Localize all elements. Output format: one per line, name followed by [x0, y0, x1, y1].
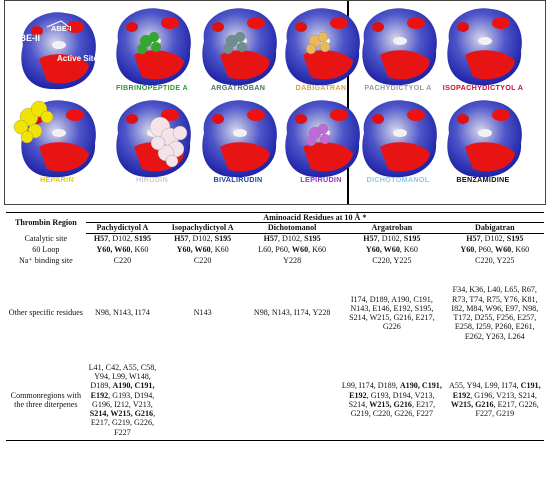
- residue-cell: H57, D102, S195: [174, 234, 232, 244]
- table-body: Catalytic site H57, D102, S195 H57, D102, …: [6, 233, 544, 441]
- col-header: Pachydictyol A: [85, 222, 160, 234]
- region-label: 60 Loop: [32, 244, 60, 254]
- table-row: Other specific residues N98, N143, I174 N1…: [6, 266, 544, 360]
- header-thrombin-region: Thrombin Region: [6, 212, 86, 234]
- site-callout: Active Site: [57, 54, 98, 63]
- ligand-spheres: [305, 123, 331, 147]
- protein-surface: [285, 8, 360, 86]
- residue-cell: L99, I174, D189, A190, C191, E192, G193,…: [338, 360, 446, 441]
- protein-surface: [362, 100, 437, 178]
- protein-surface: [116, 100, 191, 178]
- ligand-spheres: [222, 31, 248, 55]
- residue-cell: Y60, W60, K60: [176, 244, 229, 254]
- protein-surface: [447, 8, 522, 86]
- residue-cell: C220: [193, 255, 212, 265]
- col-header: Isopachydictyol A: [159, 222, 247, 234]
- panel-label: PACHYDICTYOL A: [364, 83, 431, 92]
- residue-table: Thrombin Region Aminoacid Residues at 10…: [6, 211, 544, 441]
- residue-cell: H57, D102, S195: [466, 234, 524, 244]
- panel-label: FIBRINOPEPTIDE A: [116, 83, 188, 92]
- residue-cell: C220: [113, 255, 132, 265]
- site-callout: ABE-I: [51, 24, 71, 33]
- residue-cell: A55, Y94, L99, I174, C191, E192, G196, V…: [445, 360, 544, 441]
- residue-cell: N143: [193, 308, 212, 318]
- panel-label: LEPIRUDIN: [300, 175, 341, 184]
- residue-cell: N98, N143, I174: [95, 308, 150, 318]
- panel-label: DICHOTOMANOL: [367, 175, 430, 184]
- aminoacid-residue-table: Thrombin Region Aminoacid Residues at 10…: [6, 211, 544, 441]
- site-callout: ABE-II: [13, 33, 40, 43]
- residue-cell: H57, D102, S195: [263, 234, 321, 244]
- residue-cell: F34, K36, L40, L65, R67, R73, T74, R75, …: [451, 285, 539, 341]
- panel-label: BENZAMIDINE: [456, 175, 509, 184]
- residue-cell: L60, P60, W60, K60: [258, 244, 327, 254]
- residue-cell: Y228: [283, 255, 302, 265]
- residue-cell: [246, 360, 339, 441]
- panel-label: BIVALIRUDIN: [213, 175, 262, 184]
- protein-surface: [21, 12, 96, 90]
- ligand-spheres: [13, 100, 54, 144]
- protein-surface: [362, 8, 437, 86]
- col-header: Dabigatran: [445, 222, 544, 234]
- protein-surface: [202, 8, 277, 86]
- ligand-spheres: [136, 31, 162, 55]
- protein-surface: [285, 100, 360, 178]
- ligand-spheres: [305, 31, 331, 55]
- table-row: Commonregions with the three diterpenes L…: [6, 360, 544, 441]
- region-label: Na⁺ binding site: [19, 255, 73, 265]
- residue-cell: Y60, W60, K60: [96, 244, 149, 254]
- protein-surface: [202, 100, 277, 178]
- header-aminoacid-residues: Aminoacid Residues at 10 Å *: [85, 211, 544, 224]
- panel-label: HEPARIN: [40, 175, 74, 184]
- residue-cell: I174, D189, A190, C191, N143, E146, E192…: [349, 294, 435, 332]
- region-label: Catalytic site: [24, 233, 68, 243]
- residue-cell: Y60, P60, W60, K60: [460, 244, 530, 254]
- panel-label: DABIGATRAN: [296, 83, 347, 92]
- residue-cell: [159, 360, 247, 441]
- molecular-surface-figure: ABE-II ABE-I Active Site FIBRINOPEPTIDE A AR…: [4, 0, 546, 205]
- col-header: Argatroban: [338, 222, 446, 234]
- residue-cell: N98, N143, I174, Y228: [253, 308, 331, 318]
- residue-cell: H57, D102, S195: [363, 234, 421, 244]
- protein-surface: [447, 100, 522, 178]
- protein-surface: [13, 100, 96, 178]
- panel-label: HIRUDIN: [136, 175, 168, 184]
- region-label: Other specific residues: [8, 308, 83, 318]
- residue-cell: H57, D102, S195: [93, 234, 152, 244]
- residue-cell: L41, C42, A55, C58, Y94, L99, W148, D189…: [85, 360, 160, 441]
- surface-panels: ABE-II ABE-I Active Site FIBRINOPEPTIDE A AR…: [13, 1, 523, 204]
- residue-cell: Y60, W60, K60: [365, 244, 418, 254]
- table-row: Na⁺ binding site C220 C220 Y228 C220, Y225 C2…: [6, 255, 544, 266]
- table-row: Catalytic site H57, D102, S195 H57, D102, …: [6, 233, 544, 244]
- residue-cell: C220, Y225: [475, 255, 515, 265]
- col-header: Dichotomanol: [246, 222, 339, 234]
- region-label: Commonregions with the three diterpenes: [6, 360, 86, 441]
- panel-label: ARGATROBAN: [211, 83, 265, 92]
- ligand-spheres: [149, 116, 188, 168]
- residue-cell: C220, Y225: [372, 255, 412, 265]
- protein-surface: [116, 8, 191, 86]
- panel-label: ISOPACHYDICTYOL A: [443, 83, 523, 92]
- table-row: 60 Loop Y60, W60, K60 Y60, W60, K60 L60, P6…: [6, 244, 544, 255]
